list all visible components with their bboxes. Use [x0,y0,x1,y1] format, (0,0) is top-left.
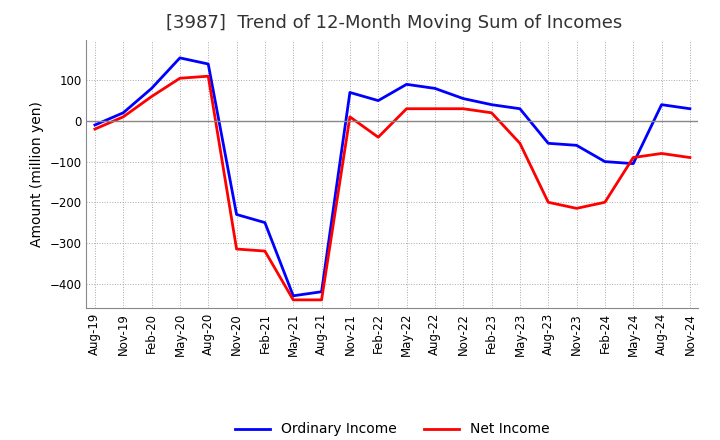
Net Income [148,94,156,99]
Ordinary Income [431,86,439,91]
Net Income [572,206,581,211]
Net Income [176,76,184,81]
Net Income [516,141,524,146]
Net Income [600,200,609,205]
Net Income [289,297,297,303]
Ordinary Income [516,106,524,111]
Legend: Ordinary Income, Net Income: Ordinary Income, Net Income [230,417,555,440]
Line: Ordinary Income: Ordinary Income [95,58,690,296]
Net Income [629,155,637,160]
Net Income [233,246,241,252]
Ordinary Income [657,102,666,107]
Net Income [487,110,496,115]
Line: Net Income: Net Income [95,76,690,300]
Text: [3987]  Trend of 12-Month Moving Sum of Incomes: [3987] Trend of 12-Month Moving Sum of I… [166,15,622,33]
Ordinary Income [261,220,269,225]
Y-axis label: Amount (million yen): Amount (million yen) [30,101,44,247]
Net Income [431,106,439,111]
Ordinary Income [685,106,694,111]
Net Income [657,151,666,156]
Net Income [402,106,411,111]
Ordinary Income [487,102,496,107]
Net Income [261,249,269,254]
Ordinary Income [233,212,241,217]
Ordinary Income [459,96,467,101]
Ordinary Income [148,86,156,91]
Net Income [204,73,212,79]
Net Income [119,114,127,120]
Ordinary Income [318,289,326,294]
Ordinary Income [374,98,382,103]
Ordinary Income [176,55,184,61]
Net Income [346,114,354,120]
Ordinary Income [600,159,609,164]
Ordinary Income [289,293,297,298]
Net Income [91,126,99,132]
Net Income [318,297,326,303]
Ordinary Income [572,143,581,148]
Net Income [685,155,694,160]
Ordinary Income [629,161,637,166]
Ordinary Income [91,122,99,128]
Ordinary Income [402,82,411,87]
Ordinary Income [544,141,552,146]
Ordinary Income [204,61,212,66]
Ordinary Income [119,110,127,115]
Net Income [374,135,382,140]
Net Income [459,106,467,111]
Ordinary Income [346,90,354,95]
Net Income [544,200,552,205]
